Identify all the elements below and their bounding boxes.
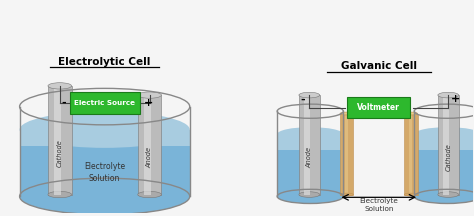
Ellipse shape [48, 191, 72, 198]
Bar [443, 95, 449, 195]
Text: Electrolyte
Solution: Electrolyte Solution [84, 162, 125, 183]
Text: Cathode: Cathode [57, 139, 63, 167]
Text: +: + [451, 94, 460, 104]
Ellipse shape [414, 189, 474, 203]
Bar [304, 95, 310, 195]
Bar [54, 86, 61, 195]
Ellipse shape [277, 127, 343, 141]
Text: Electrolytic Cell: Electrolytic Cell [58, 57, 151, 67]
Ellipse shape [404, 193, 418, 196]
Bar [144, 95, 151, 195]
Bar [138, 95, 161, 195]
Bar [345, 114, 348, 195]
Ellipse shape [138, 191, 161, 198]
Text: Voltmeter: Voltmeter [357, 103, 400, 112]
Bar [409, 114, 412, 195]
Ellipse shape [277, 189, 343, 203]
Text: +: + [144, 98, 153, 108]
Ellipse shape [404, 112, 418, 115]
Text: Galvanic Cell: Galvanic Cell [341, 61, 417, 71]
Bar [299, 95, 319, 195]
Bar [340, 114, 353, 195]
Text: Anode: Anode [306, 147, 312, 168]
Ellipse shape [438, 92, 459, 98]
Bar [277, 134, 343, 196]
Bar [48, 86, 72, 195]
Text: Electric Source: Electric Source [74, 100, 135, 106]
Ellipse shape [438, 192, 459, 197]
Text: Salt Bridge: Salt Bridge [358, 105, 400, 111]
Text: Cathode: Cathode [445, 143, 451, 171]
Bar [414, 134, 474, 150]
Ellipse shape [340, 193, 353, 196]
Text: -: - [61, 98, 66, 108]
Bar [438, 95, 459, 195]
Ellipse shape [48, 83, 72, 89]
Bar [19, 130, 190, 146]
Text: Electrolyte
Solution: Electrolyte Solution [359, 198, 398, 212]
FancyBboxPatch shape [347, 97, 410, 118]
FancyBboxPatch shape [70, 92, 140, 114]
Ellipse shape [340, 112, 353, 115]
Bar [404, 114, 418, 195]
Bar [414, 134, 474, 196]
Bar [19, 130, 190, 196]
Text: -: - [300, 94, 304, 104]
Ellipse shape [299, 192, 319, 197]
Ellipse shape [414, 127, 474, 141]
Ellipse shape [19, 111, 190, 148]
Ellipse shape [299, 92, 319, 98]
Ellipse shape [138, 92, 161, 98]
Bar [277, 134, 343, 150]
Text: Anode: Anode [146, 147, 153, 168]
Ellipse shape [19, 178, 190, 215]
